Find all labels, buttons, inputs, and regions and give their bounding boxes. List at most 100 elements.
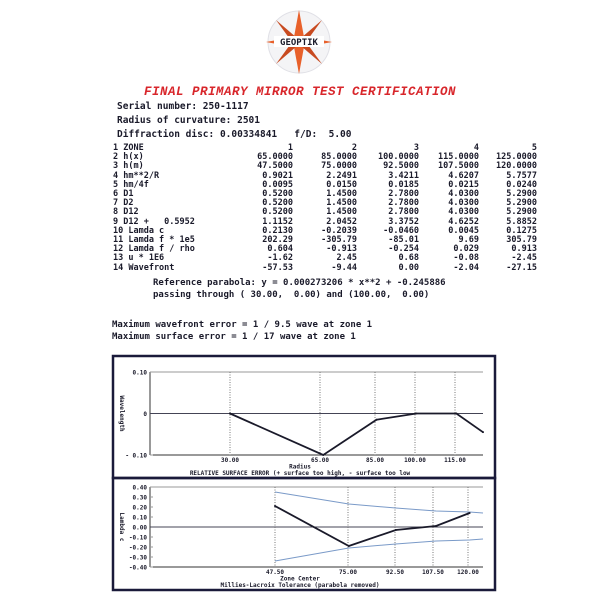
y-tick-label: 0.20: [133, 505, 148, 512]
table-cell: 47.5000: [257, 161, 293, 172]
table-cell: -0.08: [453, 253, 479, 264]
table-cell: -0.2039: [321, 225, 357, 236]
table-row: 7 D2 0.5200 1.4500 2.7800 4.0300 5.2900: [113, 199, 537, 208]
row-label: 10 Lamda c: [113, 225, 165, 236]
table-row: 5 hm/4f 0.0095 0.0150 0.0185 0.0215 0.0240: [113, 179, 537, 190]
y-tick-label: 0.10: [133, 515, 148, 522]
x-tick-label: 75.00: [339, 569, 357, 576]
chart-title: RELATIVE SURFACE ERROR (+ surface too hi…: [190, 470, 411, 477]
row-label: 14 Wavefront: [113, 262, 175, 273]
table-cell: -0.0460: [383, 225, 419, 236]
row-label: 13 u * 1E6: [113, 253, 165, 264]
x-tick-label: 30.00: [221, 457, 239, 464]
data-point: [415, 412, 418, 415]
data-point: [468, 512, 471, 514]
y-tick-label: 0: [143, 411, 147, 418]
table-cell: 1: [287, 143, 293, 153]
table-row: 3 h(m) 47.5000 75.0000 92.5000 107.5000 120.0…: [113, 162, 537, 171]
row-label: 1 ZONE: [113, 143, 144, 153]
certificate-title: FINAL PRIMARY MIRROR TEST CERTIFICATION: [143, 85, 457, 99]
chart-frame-bottom: [111, 476, 497, 592]
y-tick-label: 0.00: [133, 525, 148, 532]
row-label: 3 h(m): [113, 161, 144, 172]
data-point: [274, 505, 276, 507]
table-cell: 3: [413, 143, 419, 153]
row-label: 4 hm**2/R: [113, 170, 160, 181]
y-tick-label: -0.40: [129, 565, 147, 572]
radius-of-curvature: Radius of curvature: 2501: [117, 115, 260, 126]
row-label: 8 D12: [113, 207, 139, 218]
table-cell: 202.29: [262, 235, 293, 246]
row-label: 5 hm/4f: [113, 179, 149, 190]
data-point: [455, 412, 458, 415]
table-cell: 0.0215: [448, 179, 479, 190]
data-line: [274, 505, 470, 547]
table-cell: 5.2900: [506, 207, 537, 218]
table-cell: -0.913: [326, 244, 357, 255]
table-cell: 4.0300: [448, 189, 479, 200]
table-cell: 0.604: [267, 244, 293, 255]
table-row: 6 D1 0.5200 1.4500 2.7800 4.0300 5.2900: [113, 189, 537, 200]
serial-number: Serial number: 250-1117: [117, 101, 249, 112]
table-cell: 2.0452: [326, 216, 357, 227]
table-cell: -0.254: [388, 244, 419, 255]
x-tick-label: 100.00: [404, 457, 426, 464]
y-tick-label: 0.10: [133, 370, 148, 377]
table-cell: 0.00: [398, 262, 419, 273]
table-cell: 0.0240: [506, 179, 537, 190]
table-cell: 92.5000: [383, 161, 419, 172]
table-cell: -2.04: [453, 262, 479, 273]
svg-text:GEOPTIK: GEOPTIK: [280, 38, 319, 48]
zone-table: 1 ZONE 1 2 3 4 5 2 h(x) 65.0000 85.0000 100.0000 1…: [113, 143, 537, 273]
table-cell: 0.913: [511, 244, 537, 255]
table-cell: -57.53: [262, 262, 293, 273]
table-cell: 100.0000: [378, 152, 419, 163]
row-label: 2 h(x): [113, 152, 144, 163]
table-cell: 5.2900: [506, 198, 537, 209]
geoptik-logo: GEOPTIK: [266, 10, 332, 74]
table-cell: 1.4500: [326, 207, 357, 218]
y-axis-label: Wavelength: [118, 395, 125, 432]
table-row: 13 u * 1E6 -1.62 2.45 0.68 -0.08 -2.45: [113, 254, 537, 263]
diffraction-disc: Diffraction disc: 0.00334841 f/D: 5.00: [117, 129, 352, 140]
table-cell: 3.3752: [388, 216, 419, 227]
table-cell: 2.7800: [388, 207, 419, 218]
x-axis-label: Radius: [289, 464, 311, 471]
y-tick-label: -0.10: [129, 535, 147, 542]
table-cell: 9.69: [458, 235, 479, 246]
x-tick-label: 47.50: [266, 569, 284, 576]
table-cell: 3.4211: [388, 170, 419, 181]
y-tick-label: -0.20: [129, 545, 147, 552]
x-axis-label: Zone Center: [280, 576, 320, 583]
y-tick-label: 0.30: [133, 495, 148, 502]
table-cell: 2.45: [336, 253, 357, 264]
table-cell: 0.0045: [448, 225, 479, 236]
data-point: [482, 431, 484, 434]
x-tick-label: 120.00: [457, 569, 479, 576]
y-tick-label: 0.40: [133, 485, 148, 492]
table-cell: -1.62: [267, 253, 293, 264]
table-row: 10 Lamda c 0.2130 -0.2039 -0.0460 0.0045 0.12…: [113, 225, 537, 236]
table-cell: 4.0300: [448, 198, 479, 209]
row-label: 12 Lamda f / rho: [113, 244, 195, 255]
table-cell: 5.8852: [506, 216, 537, 227]
data-point: [394, 529, 397, 531]
table-row: 11 Lamda f * 1e5 202.29 -305.79 -85.01 9.69 3…: [113, 235, 537, 246]
table-row: 8 D12 0.5200 1.4500 2.7800 4.0300 5.2900: [113, 208, 537, 217]
table-row: 14 Wavefront -57.53 -9.44 0.00 -2.04 -27.15: [113, 262, 537, 273]
table-cell: 4.6207: [448, 170, 479, 181]
table-cell: -9.44: [331, 262, 357, 273]
table-cell: 107.5000: [438, 161, 479, 172]
max-wavefront-error: Maximum wavefront error = 1 / 9.5 wave a…: [112, 320, 373, 330]
row-label: 11 Lamda f * 1e5: [113, 235, 195, 246]
reference-parabola: Reference parabola: y = 0.000273206 * x*…: [153, 278, 446, 288]
table-cell: 0.68: [398, 253, 419, 264]
table-cell: 85.0000: [321, 152, 357, 163]
data-point: [375, 418, 378, 421]
table-cell: 65.0000: [257, 152, 293, 163]
table-cell: 0.5200: [262, 189, 293, 200]
table-cell: 1.1152: [262, 216, 293, 227]
table-cell: 0.0095: [262, 179, 293, 190]
chart-title: Millies-Lacroix Tolerance (parabola remo…: [221, 582, 380, 589]
